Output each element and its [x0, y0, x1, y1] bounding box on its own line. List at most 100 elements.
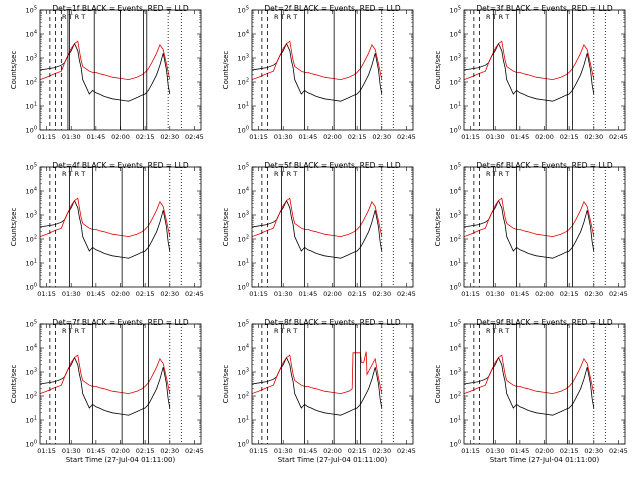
series-lld-line: [251, 351, 383, 395]
y-tick-label: 104: [238, 187, 249, 196]
y-tick-label: 104: [450, 187, 461, 196]
x-tick-label: 02:00: [323, 133, 342, 141]
y-tick-label: 101: [450, 259, 461, 268]
y-tick-label: 104: [26, 344, 37, 353]
panel-title: Det=7f BLACK = Events, RED = LLD: [52, 318, 188, 327]
x-tick-label: 02:15: [560, 133, 579, 141]
y-axis-label: Counts/sec: [434, 365, 442, 404]
series-events-line: [251, 199, 383, 259]
x-tick-label: 01:30: [274, 447, 293, 455]
x-tick-label: 02:00: [323, 447, 342, 455]
y-tick-label: 100: [238, 440, 249, 449]
y-tick-label: 101: [238, 416, 249, 425]
y-tick-label: 100: [450, 126, 461, 135]
y-tick-label: 105: [238, 6, 249, 15]
x-tick-label: 01:30: [274, 290, 293, 298]
y-tick-label: 103: [450, 211, 461, 220]
panel-3: 100 101 102 103 104 105 01:15 01:30 01:45 02:00 02…: [434, 4, 628, 141]
y-axis-label: Counts/sec: [222, 208, 230, 247]
y-tick-label: 105: [26, 6, 37, 15]
y-tick-label: 101: [26, 416, 37, 425]
plot-frame: [463, 9, 626, 131]
x-tick-label: 01:45: [298, 447, 317, 455]
x-tick-label: 02:30: [160, 133, 179, 141]
x-tick-label: 01:45: [510, 290, 529, 298]
y-tick-label: 104: [238, 344, 249, 353]
x-tick-label: 02:45: [397, 133, 416, 141]
series-lld-line: [463, 354, 595, 395]
y-tick-label: 101: [450, 416, 461, 425]
x-tick-label: 02:30: [584, 447, 603, 455]
x-tick-label: 02:15: [348, 133, 367, 141]
series-events-line: [463, 199, 595, 259]
y-tick-label: 104: [450, 30, 461, 39]
x-tick-label: 01:15: [37, 447, 56, 455]
x-tick-label: 02:15: [560, 290, 579, 298]
x-tick-label: 02:30: [584, 133, 603, 141]
x-tick-label: 01:15: [461, 447, 480, 455]
y-tick-label: 100: [26, 126, 37, 135]
x-tick-label: 02:45: [609, 133, 628, 141]
y-tick-label: 105: [238, 163, 249, 172]
x-tick-label: 01:30: [62, 290, 81, 298]
x-tick-label: 01:15: [249, 290, 268, 298]
y-axis-label: Counts/sec: [222, 51, 230, 90]
y-tick-label: 102: [26, 235, 37, 244]
y-tick-label: 102: [450, 78, 461, 87]
x-tick-label: 02:00: [535, 290, 554, 298]
y-tick-label: 103: [26, 54, 37, 63]
panel-2: 100 101 102 103 104 105 01:15 01:30 01:45 02:00 02…: [222, 4, 416, 141]
y-tick-label: 102: [238, 235, 249, 244]
y-tick-label: 105: [450, 320, 461, 329]
y-tick-label: 100: [26, 440, 37, 449]
x-tick-label: 02:00: [111, 290, 130, 298]
x-tick-label: 02:15: [136, 447, 155, 455]
y-tick-label: 105: [238, 320, 249, 329]
marker-legend: R T R T: [274, 170, 297, 178]
y-axis-label: Counts/sec: [434, 208, 442, 247]
x-tick-label: 02:45: [185, 133, 204, 141]
y-axis-label: Counts/sec: [434, 51, 442, 90]
x-tick-label: 01:30: [62, 133, 81, 141]
y-axis-label: Counts/sec: [10, 51, 18, 90]
x-tick-label: 01:15: [249, 133, 268, 141]
panel-title: Det=6f BLACK = Events, RED = LLD: [476, 161, 612, 170]
panel-8: 100 101 102 103 104 105 01:15 01:30 01:45 02:00 02…: [222, 318, 416, 464]
x-tick-label: 02:45: [185, 290, 204, 298]
x-tick-label: 02:15: [136, 133, 155, 141]
y-tick-label: 101: [238, 259, 249, 268]
series-events-line: [463, 356, 595, 416]
x-tick-label: 01:45: [86, 447, 105, 455]
y-tick-label: 104: [26, 30, 37, 39]
x-tick-label: 01:45: [510, 447, 529, 455]
plot-frame: [251, 166, 414, 288]
y-tick-label: 104: [238, 30, 249, 39]
panel-title: Det=5f BLACK = Events, RED = LLD: [264, 161, 400, 170]
y-tick-label: 102: [238, 78, 249, 87]
y-tick-label: 102: [26, 78, 37, 87]
x-tick-label: 02:00: [535, 447, 554, 455]
x-tick-label: 02:15: [348, 290, 367, 298]
x-tick-label: 01:30: [486, 447, 505, 455]
x-tick-label: 02:45: [609, 447, 628, 455]
y-tick-label: 105: [450, 6, 461, 15]
y-tick-label: 103: [238, 211, 249, 220]
series-lld-line: [463, 40, 595, 81]
y-tick-label: 105: [450, 163, 461, 172]
y-tick-label: 102: [238, 392, 249, 401]
x-tick-label: 01:30: [486, 290, 505, 298]
series-lld-line: [39, 40, 171, 81]
y-tick-label: 103: [26, 211, 37, 220]
series-events-line: [39, 356, 171, 416]
panel-4: 100 101 102 103 104 105 01:15 01:30 01:45 02:00 02…: [10, 161, 204, 298]
series-events-line: [39, 42, 171, 102]
y-tick-label: 102: [26, 392, 37, 401]
x-tick-label: 01:15: [461, 290, 480, 298]
x-tick-label: 01:30: [274, 133, 293, 141]
y-tick-label: 104: [26, 187, 37, 196]
x-tick-label: 01:30: [486, 133, 505, 141]
y-tick-label: 105: [26, 320, 37, 329]
x-tick-label: 01:45: [510, 133, 529, 141]
series-events-line: [463, 42, 595, 102]
x-tick-label: 02:45: [185, 447, 204, 455]
